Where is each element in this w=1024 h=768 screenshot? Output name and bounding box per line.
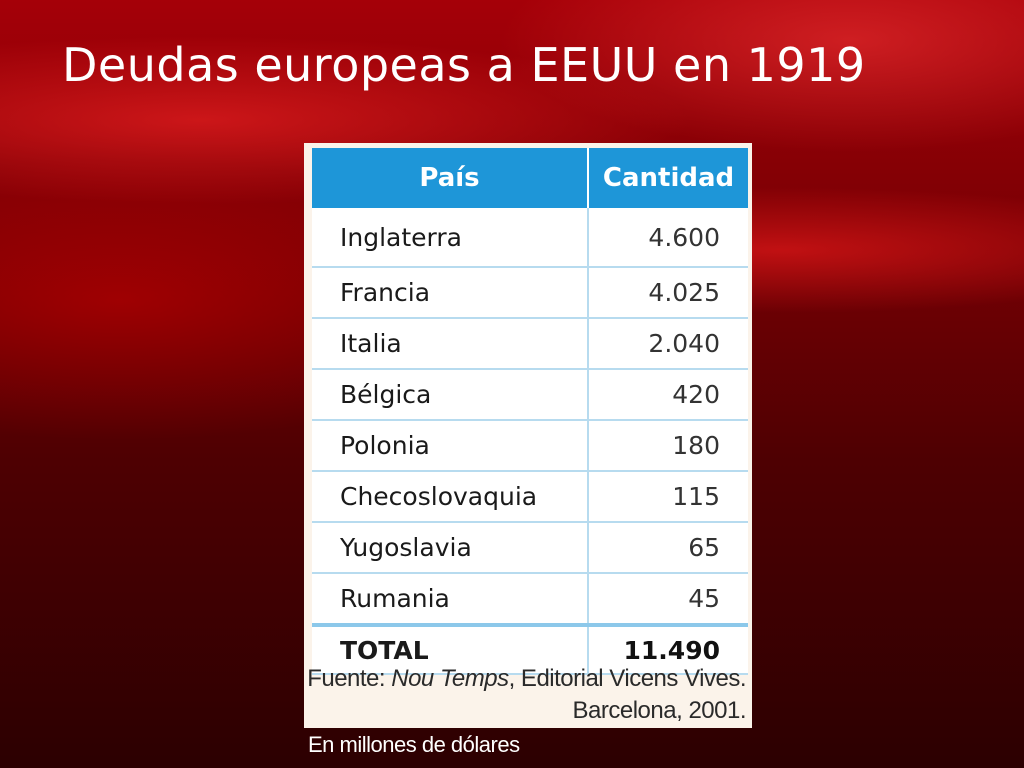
column-header-amount: Cantidad: [588, 148, 748, 208]
country-cell: Inglaterra: [312, 208, 589, 268]
table-row: Polonia 180: [312, 420, 748, 472]
slide-title: Deudas europeas a EEUU en 1919: [62, 38, 866, 92]
table-row: Bélgica 420: [312, 369, 748, 421]
table-header-row: País Cantidad: [312, 148, 748, 208]
amount-cell: 4.025: [588, 267, 748, 319]
table-row: Inglaterra 4.600: [312, 208, 748, 268]
country-cell: Francia: [312, 267, 589, 319]
table-row: Rumania 45: [312, 573, 748, 626]
source-line-1: Fuente: Nou Temps, Editorial Vicens Vive…: [307, 663, 746, 695]
amount-cell: 2.040: [588, 318, 748, 370]
debt-table-panel: País Cantidad Inglaterra 4.600 Francia 4…: [304, 143, 752, 728]
source-publisher: , Editorial Vicens Vives.: [508, 665, 747, 692]
amount-cell: 115: [588, 471, 748, 523]
amount-cell: 45: [588, 573, 748, 626]
source-citation: Fuente: Nou Temps, Editorial Vicens Vive…: [307, 663, 746, 727]
country-cell: Checoslovaquia: [312, 471, 589, 523]
units-note: En millones de dólares: [308, 732, 520, 757]
country-cell: Bélgica: [312, 369, 589, 421]
country-cell: Rumania: [312, 573, 589, 626]
table-row: Francia 4.025: [312, 267, 748, 319]
country-cell: Polonia: [312, 420, 589, 472]
source-label: Fuente:: [307, 665, 386, 692]
debt-table: País Cantidad Inglaterra 4.600 Francia 4…: [312, 148, 748, 675]
total-amount: 11.490: [588, 623, 748, 675]
column-header-country: País: [312, 148, 589, 208]
total-label: TOTAL: [312, 623, 589, 675]
source-book-title: Nou Temps: [391, 665, 509, 692]
table-row: Checoslovaquia 115: [312, 471, 748, 523]
table-row: Yugoslavia 65: [312, 522, 748, 574]
source-line-2: Barcelona, 2001.: [572, 697, 747, 724]
amount-cell: 420: [588, 369, 748, 421]
table-row: Italia 2.040: [312, 318, 748, 370]
amount-cell: 65: [588, 522, 748, 574]
amount-cell: 4.600: [588, 208, 748, 268]
amount-cell: 180: [588, 420, 748, 472]
country-cell: Italia: [312, 318, 589, 370]
total-row: TOTAL 11.490: [312, 623, 748, 675]
country-cell: Yugoslavia: [312, 522, 589, 574]
